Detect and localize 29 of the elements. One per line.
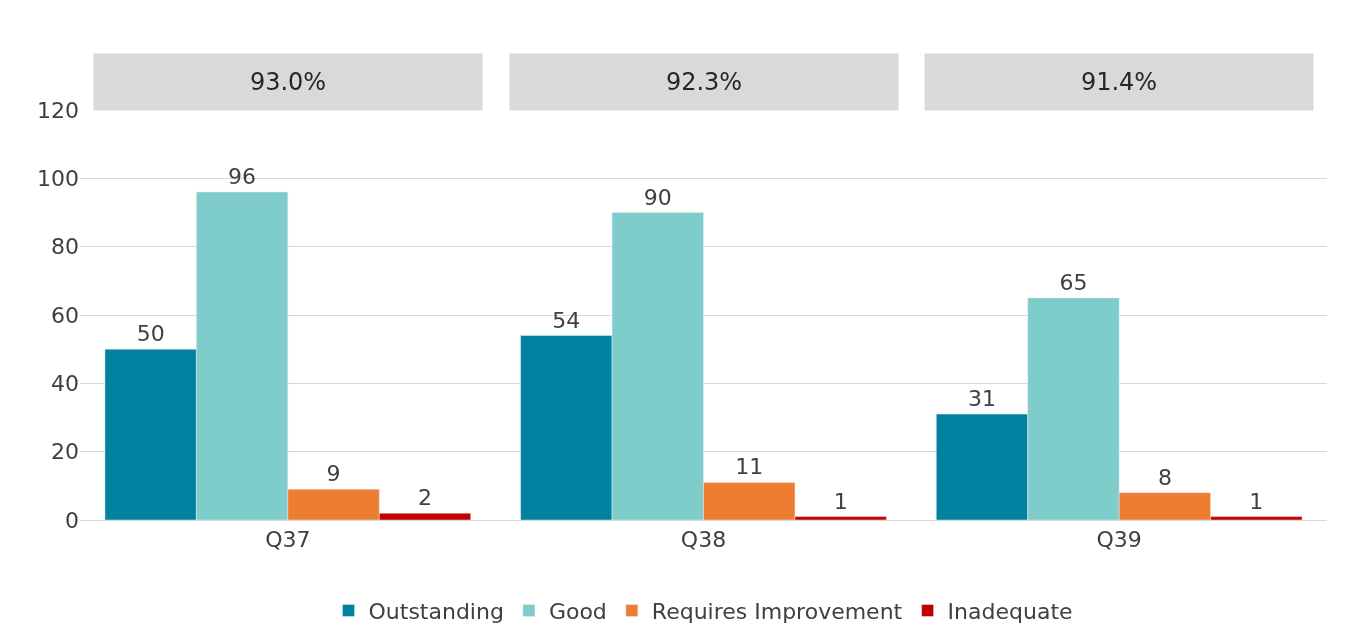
x-tick-label: Q38 — [680, 527, 727, 553]
text: 91.4% — [1080, 68, 1158, 96]
data-label: 90 — [643, 184, 672, 210]
data-label: 96 — [228, 164, 257, 189]
y-tick-label: 60 — [51, 302, 79, 328]
legend-label: Requires Improvement — [651, 599, 903, 625]
data-label: 1 — [1249, 488, 1264, 514]
data-label: 54 — [552, 307, 581, 333]
data-label: 1 — [833, 488, 848, 514]
text: 92.3% — [665, 68, 743, 96]
y-tick-label: 80 — [51, 234, 79, 260]
y-tick-label: 120 — [37, 97, 79, 123]
data-label: 31 — [967, 386, 996, 412]
legend-label: Outstanding — [368, 599, 504, 625]
data-label: 11 — [735, 454, 764, 480]
legend-label: Good — [548, 599, 607, 625]
text: 93.0% — [249, 68, 327, 96]
data-label: 9 — [326, 461, 341, 487]
data-label: 50 — [136, 321, 165, 347]
y-tick-label: 40 — [51, 371, 79, 397]
data-label: 65 — [1059, 269, 1088, 295]
x-tick-label: Q37 — [265, 527, 311, 553]
y-tick-label: 20 — [51, 439, 79, 465]
data-label: 2 — [418, 485, 433, 511]
y-tick-label: 0 — [65, 507, 79, 533]
x-tick-label: Q39 — [1096, 527, 1142, 553]
y-tick-label: 100 — [37, 166, 79, 192]
data-label: 8 — [1157, 464, 1172, 490]
legend-label: Inadequate — [947, 599, 1073, 625]
